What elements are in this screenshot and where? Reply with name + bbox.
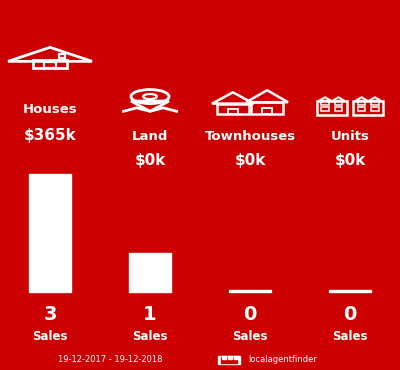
Bar [228,356,232,359]
Text: 1: 1 [143,305,157,324]
Bar [228,109,238,114]
Text: Sales: Sales [132,330,168,343]
Bar [234,356,238,359]
Text: $0k: $0k [334,154,366,168]
Bar [221,357,237,363]
Text: 0: 0 [243,305,257,324]
Bar [335,107,342,111]
Text: Units: Units [330,130,370,144]
Text: Land: Land [132,130,168,144]
Bar [251,102,283,114]
Text: 0: 0 [343,305,357,324]
Text: Sales: Sales [332,330,368,343]
Bar [44,63,56,68]
Text: Sales: Sales [232,330,268,343]
Text: $0k: $0k [134,154,166,168]
Bar [353,101,384,115]
Bar [358,101,365,105]
Bar [322,101,329,105]
Bar [335,101,342,105]
Text: 19-12-2017 - 19-12-2018: 19-12-2017 - 19-12-2018 [58,355,162,364]
Bar [33,60,67,68]
Bar [217,104,249,114]
Bar [262,108,272,114]
Bar [59,54,65,58]
Text: $0k: $0k [234,154,266,168]
Bar [329,290,371,292]
Text: 3: 3 [43,305,57,324]
Bar [371,107,378,111]
Text: Sales: Sales [32,330,68,343]
Bar [371,101,378,105]
Bar [316,101,347,115]
Bar [222,356,226,359]
Text: Houses: Houses [23,102,77,116]
Bar [229,290,271,292]
Text: localagentfinder: localagentfinder [248,355,317,364]
Text: $365k: $365k [24,128,76,142]
Bar [218,356,240,364]
Text: Townhouses: Townhouses [204,130,296,144]
Bar [29,174,71,292]
Bar [358,107,365,111]
Bar [322,107,329,111]
Bar [129,253,171,292]
